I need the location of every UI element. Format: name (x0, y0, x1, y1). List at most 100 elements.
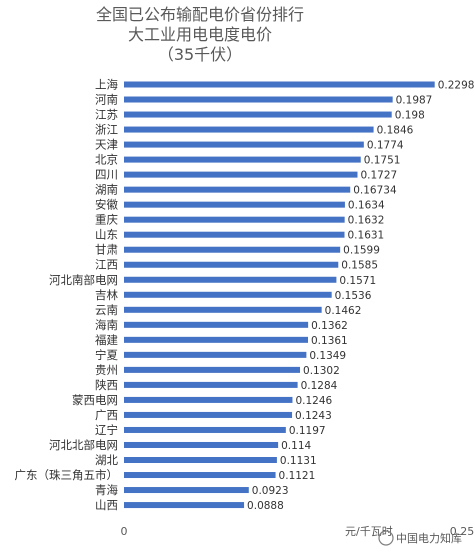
chart-title-line-1: 全国已公布输配电价省份排行 (96, 5, 304, 24)
category-label-25: 湖北 (95, 453, 118, 467)
category-label-3: 浙江 (95, 123, 118, 137)
category-label-18: 宁夏 (95, 348, 118, 362)
value-label-24: 0.114 (281, 440, 311, 452)
watermark-logo-icon (378, 530, 394, 546)
category-label-6: 四川 (95, 168, 118, 182)
category-label-21: 蒙西电网 (72, 393, 118, 407)
watermark-text: 中国电力知库 (396, 531, 462, 545)
bar-4 (124, 141, 364, 148)
category-label-15: 云南 (95, 303, 118, 317)
value-label-5: 0.1751 (364, 155, 401, 167)
bar-13 (124, 276, 337, 283)
chart-title-line-3: （35千伏） (158, 45, 242, 64)
watermark: 中国电力知库 (378, 530, 462, 546)
category-label-5: 北京 (95, 153, 118, 167)
category-label-16: 海南 (95, 318, 118, 332)
category-label-11: 甘肃 (95, 243, 118, 257)
bar-22 (124, 411, 293, 418)
value-label-17: 0.1361 (311, 335, 348, 347)
value-label-14: 0.1536 (335, 290, 372, 302)
value-label-3: 0.1846 (377, 125, 414, 137)
value-label-15: 0.1462 (325, 305, 362, 317)
bar-26 (124, 472, 276, 479)
bar-7 (124, 186, 351, 193)
bar-20 (124, 381, 298, 388)
bar-14 (124, 291, 332, 298)
category-label-13: 河北南部电网 (49, 273, 118, 287)
category-label-7: 湖南 (95, 183, 118, 197)
x-tick-label-0: 0 (121, 525, 128, 538)
bar-25 (124, 457, 277, 463)
value-label-25: 0.1131 (280, 455, 317, 467)
value-label-8: 0.1634 (348, 200, 385, 212)
value-label-2: 0.198 (395, 110, 425, 122)
category-label-24: 河北北部电网 (49, 438, 118, 452)
bar-18 (124, 351, 307, 358)
category-label-22: 广西 (95, 408, 118, 422)
category-label-1: 河南 (95, 93, 118, 107)
bar-17 (124, 336, 309, 343)
category-label-2: 江苏 (95, 108, 118, 122)
category-label-27: 青海 (95, 483, 118, 497)
value-label-22: 0.1243 (295, 410, 332, 422)
value-label-4: 0.1774 (367, 140, 404, 152)
unit-label: 元/千瓦时 (345, 525, 393, 538)
bar-19 (124, 366, 301, 373)
value-label-21: 0.1246 (295, 395, 332, 407)
value-label-1: 0.1987 (396, 95, 433, 107)
category-label-10: 山东 (95, 228, 118, 242)
category-label-26: 广东（珠三角五市） (15, 468, 119, 482)
value-label-16: 0.1362 (311, 320, 348, 332)
bar-28 (124, 502, 245, 509)
value-label-6: 0.1727 (360, 170, 397, 182)
bar-27 (124, 487, 249, 494)
value-label-20: 0.1284 (301, 380, 338, 392)
x-tick-label-max: 0.25 (450, 525, 475, 538)
category-label-8: 安徽 (95, 198, 118, 212)
value-label-26: 0.1121 (279, 470, 316, 482)
bar-2 (124, 111, 392, 118)
category-label-4: 天津 (95, 138, 118, 152)
value-label-12: 0.1585 (341, 260, 378, 272)
bar-5 (124, 156, 361, 163)
bar-11 (124, 246, 341, 253)
bar-12 (124, 261, 339, 268)
value-label-9: 0.1632 (348, 215, 385, 227)
value-labels: 0.2298 0.1987 0.198 0.1846 0.1774 0.1751 0.172… (247, 80, 474, 513)
category-label-12: 江西 (95, 258, 118, 272)
value-label-23: 0.1197 (289, 425, 326, 437)
category-label-14: 吉林 (95, 288, 118, 302)
category-label-20: 陕西 (95, 378, 118, 392)
bar-6 (124, 171, 358, 178)
category-label-28: 山西 (95, 498, 118, 512)
category-label-9: 重庆 (95, 213, 118, 227)
value-label-27: 0.0923 (252, 485, 289, 497)
value-label-28: 0.0888 (247, 500, 284, 512)
bar-9 (124, 216, 345, 223)
bars-group (124, 81, 435, 509)
chart-title-line-2: 大工业用电电度电价 (128, 25, 272, 44)
bar-21 (124, 396, 293, 403)
value-label-13: 0.1571 (339, 275, 376, 287)
bar-0 (124, 81, 435, 88)
value-label-7: 0.16734 (353, 185, 397, 197)
category-label-17: 福建 (95, 333, 118, 347)
bar-8 (124, 201, 345, 208)
category-label-0: 上海 (95, 78, 118, 92)
value-label-18: 0.1349 (309, 350, 346, 362)
category-label-23: 辽宁 (95, 423, 118, 437)
value-label-0: 0.2298 (438, 80, 475, 92)
bar-24 (124, 441, 279, 448)
bar-23 (124, 426, 286, 433)
value-label-19: 0.1302 (303, 365, 340, 377)
category-label-19: 贵州 (95, 363, 118, 377)
value-label-11: 0.1599 (343, 245, 380, 257)
bar-10 (124, 231, 345, 238)
bar-16 (124, 321, 309, 328)
bar-1 (124, 96, 393, 103)
value-label-10: 0.1631 (348, 230, 385, 242)
bar-3 (124, 126, 374, 133)
bar-15 (124, 306, 322, 313)
category-labels: 上海河南江苏浙江天津北京四川湖南安徽重庆山东甘肃江西河北南部电网吉林云南海南福建… (15, 78, 119, 513)
